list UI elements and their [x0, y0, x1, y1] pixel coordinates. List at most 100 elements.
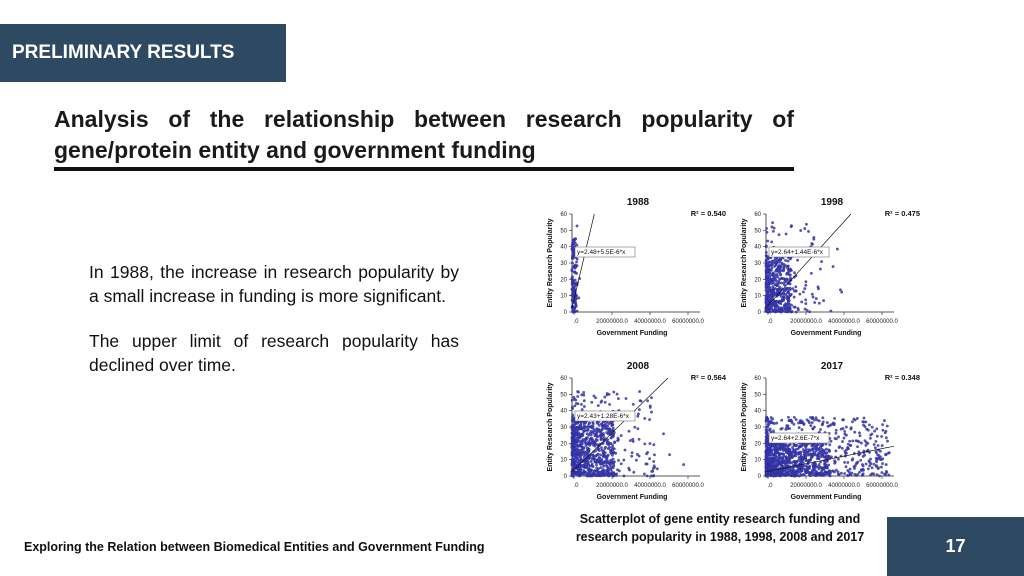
data-point: [583, 452, 587, 456]
data-point: [790, 420, 794, 424]
data-point: [643, 417, 647, 420]
data-point: [770, 259, 774, 263]
data-point: [572, 444, 575, 447]
y-tick-label: 60: [754, 212, 761, 218]
data-point: [616, 439, 619, 442]
data-point: [837, 435, 840, 439]
data-point: [576, 402, 580, 406]
data-point: [596, 459, 599, 463]
scatter-panel-2017: 0 10 20 30 40 50 60 .0 20000000.0 40000000.0 60000…: [741, 361, 920, 501]
data-point: [791, 446, 794, 449]
data-point: [578, 436, 582, 440]
data-point: [819, 449, 823, 453]
data-point: [610, 448, 614, 452]
data-point: [802, 467, 806, 471]
data-point: [599, 453, 602, 457]
data-point: [768, 447, 772, 450]
data-point: [575, 432, 578, 436]
data-point: [570, 425, 574, 428]
data-point: [849, 473, 852, 477]
data-point: [833, 417, 836, 420]
data-point: [768, 281, 771, 285]
y-tick-label: 30: [754, 425, 761, 431]
data-point: [773, 308, 777, 312]
y-tick-label: 50: [754, 228, 761, 234]
data-point: [603, 436, 606, 440]
data-point: [766, 257, 770, 260]
x-tick-label: .0: [573, 483, 579, 489]
data-point: [846, 447, 850, 451]
data-point: [788, 449, 792, 452]
data-point: [636, 414, 640, 418]
data-point: [575, 257, 579, 261]
data-point: [600, 446, 603, 450]
data-point: [784, 264, 788, 268]
data-point: [578, 454, 582, 458]
data-point: [849, 426, 853, 430]
data-point: [652, 460, 656, 463]
data-point: [840, 446, 844, 450]
data-point: [821, 416, 825, 420]
data-point: [822, 448, 826, 452]
y-axis-label: Entity Research Popularity: [547, 218, 554, 307]
data-point: [815, 470, 818, 473]
data-point: [882, 419, 886, 422]
x-tick-label: 60000000.0: [866, 483, 898, 489]
data-point: [635, 452, 639, 456]
data-point: [887, 473, 891, 477]
data-point: [851, 457, 855, 461]
data-point: [815, 418, 819, 422]
data-point: [833, 437, 837, 440]
data-point: [590, 436, 593, 440]
page-number: 17: [887, 517, 1024, 576]
data-point: [844, 425, 848, 429]
data-point: [821, 420, 825, 424]
data-point: [793, 271, 796, 275]
data-point: [619, 462, 623, 466]
data-point: [811, 449, 815, 452]
data-point: [662, 432, 665, 436]
slide-title: Analysis of the relationship between res…: [54, 106, 794, 163]
data-point: [593, 429, 597, 432]
data-point: [764, 276, 768, 279]
data-point: [872, 443, 876, 446]
y-tick-label: 0: [564, 310, 568, 316]
data-point: [878, 474, 881, 478]
data-point: [768, 461, 771, 464]
figure-caption: Scatterplot of gene entity research fund…: [575, 512, 865, 544]
y-tick-label: 10: [754, 458, 761, 464]
data-point: [783, 280, 787, 284]
data-point: [597, 447, 601, 451]
data-point: [617, 458, 620, 462]
data-point: [884, 453, 888, 457]
data-point: [883, 431, 887, 435]
data-point: [806, 467, 810, 470]
data-point: [803, 227, 807, 230]
y-axis-label: Entity Research Popularity: [547, 382, 554, 471]
y-tick-label: 40: [754, 409, 761, 415]
data-point: [796, 452, 800, 456]
footer-title: Exploring the Relation between Biomedica…: [24, 540, 485, 554]
data-point: [795, 473, 799, 476]
data-point: [577, 461, 580, 465]
data-point: [579, 441, 582, 445]
data-point: [765, 442, 769, 446]
data-point: [619, 434, 623, 437]
data-point: [884, 469, 888, 473]
data-point: [778, 285, 781, 289]
data-point: [821, 452, 824, 456]
data-point: [592, 443, 595, 447]
data-point: [814, 416, 818, 420]
data-point: [765, 300, 769, 303]
equation-box: [768, 246, 830, 258]
panel-title: 1988: [627, 197, 650, 208]
data-point: [801, 290, 805, 294]
data-point: [571, 278, 575, 282]
data-point: [768, 442, 772, 446]
data-point: [637, 437, 641, 441]
data-point: [765, 230, 769, 234]
data-point: [580, 403, 583, 406]
data-point: [575, 449, 579, 453]
data-point: [829, 439, 833, 443]
data-point: [820, 260, 823, 263]
